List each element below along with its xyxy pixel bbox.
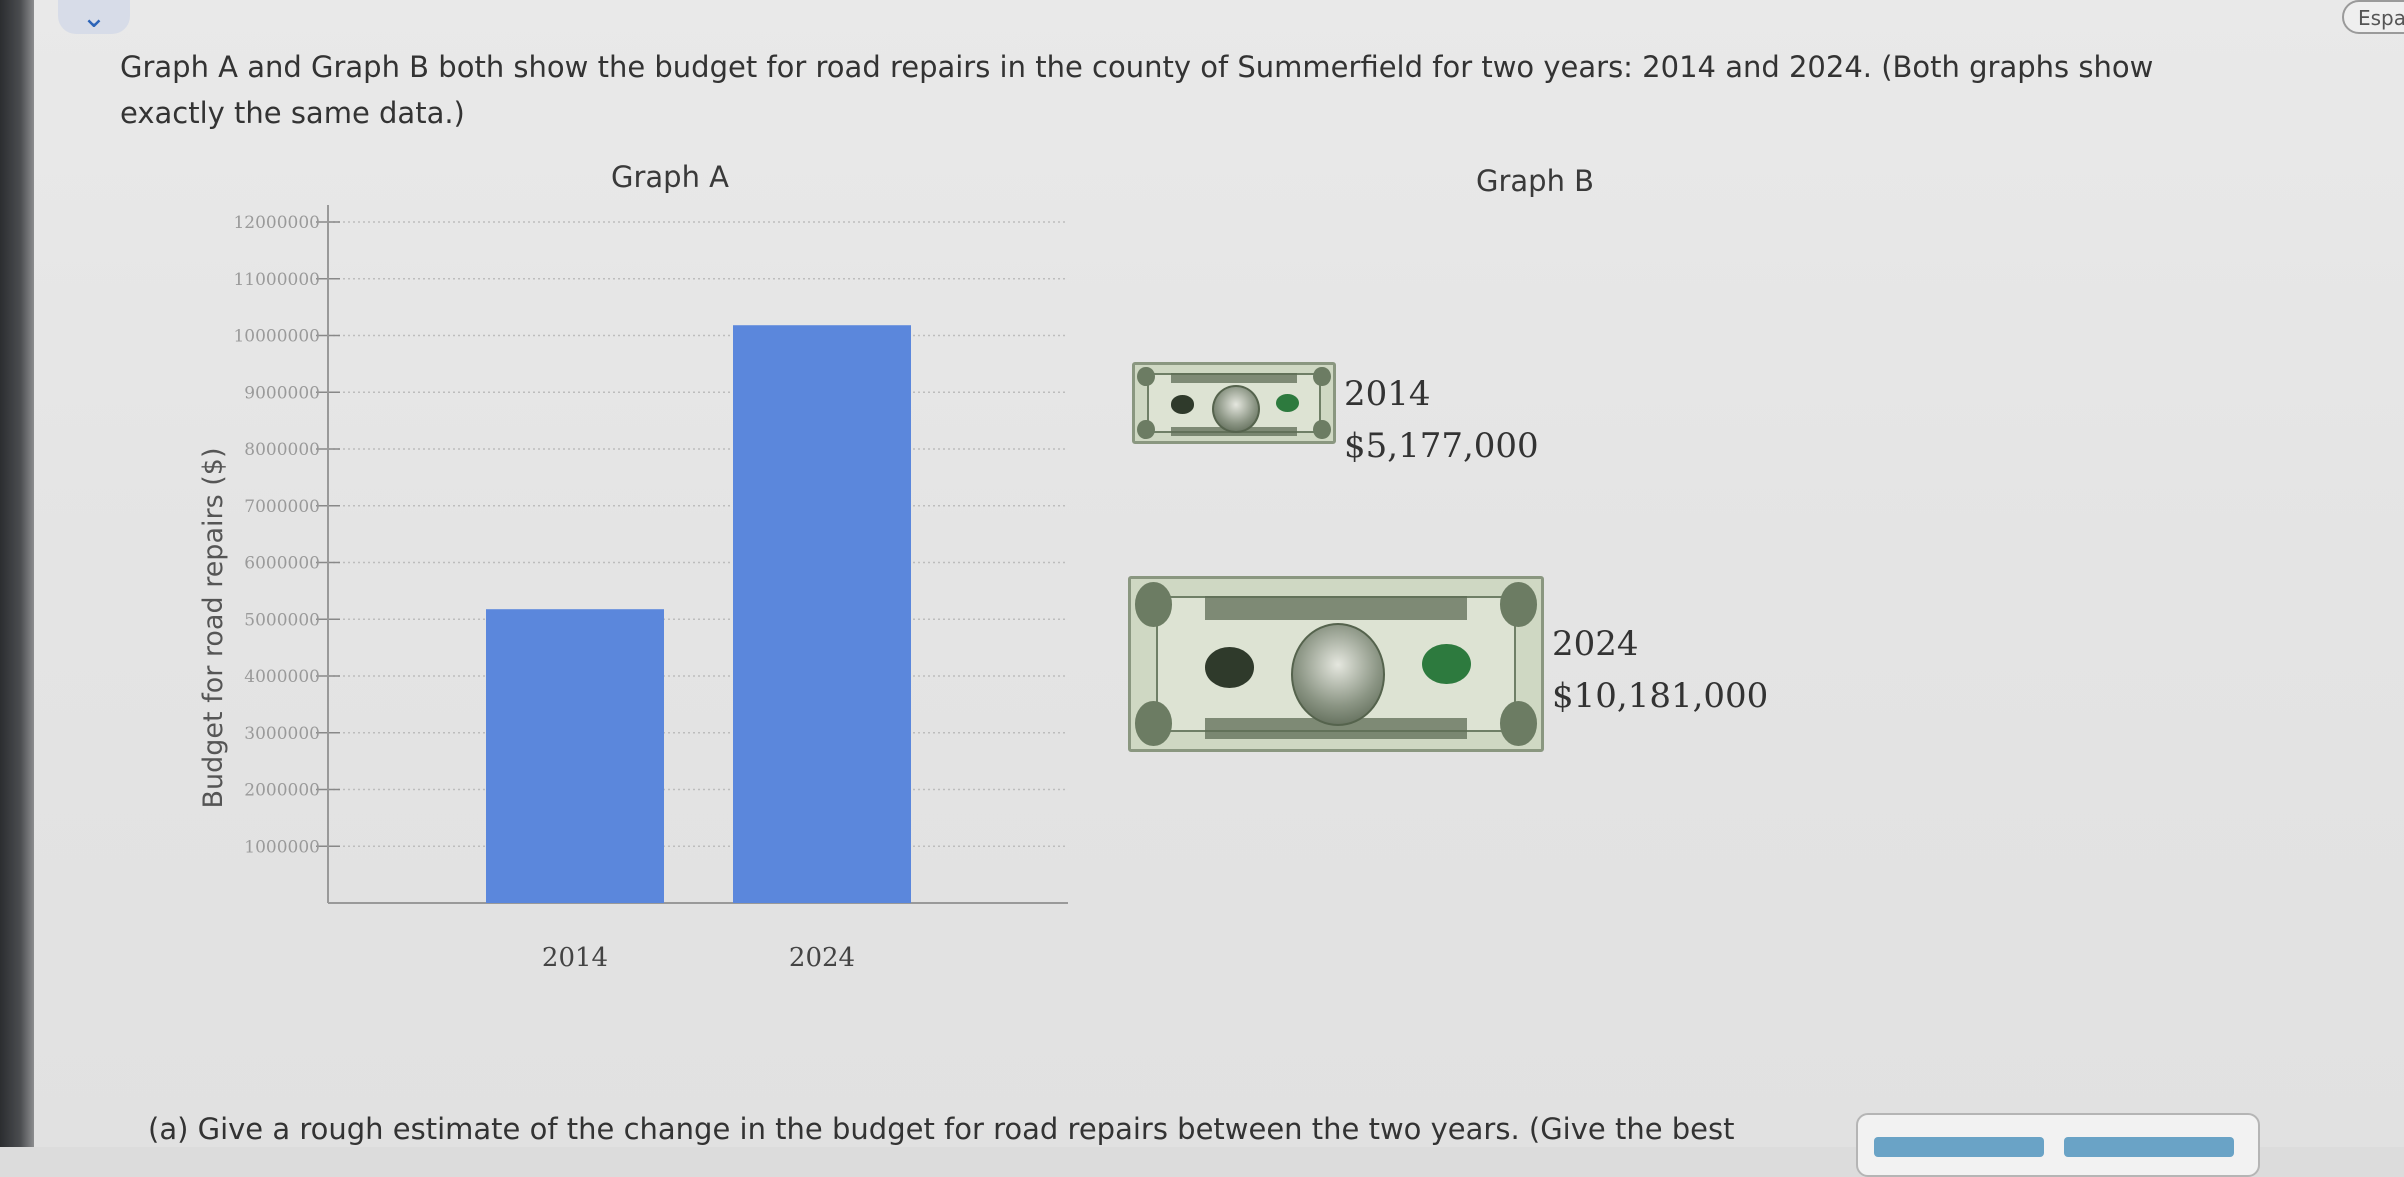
intro-text: Graph A and Graph B both show the budget…: [120, 50, 2154, 130]
screen-left-edge: [0, 0, 34, 1147]
graph-b-amount-2024: $10,181,000: [1552, 676, 1769, 716]
question-a-text: (a) Give a rough estimate of the change …: [148, 1112, 1735, 1146]
page-background: [34, 0, 2404, 1147]
collapse-chevron-button[interactable]: ⌄: [58, 0, 130, 35]
x-tick-label-2014: 2014: [542, 943, 608, 973]
chevron-down-icon: ⌄: [81, 0, 107, 35]
graph-b-amount-2014: $5,177,000: [1344, 426, 1539, 466]
bar-2014: [486, 609, 664, 903]
y-tick-label: 7000000: [244, 497, 320, 517]
y-tick-label: 5000000: [244, 610, 320, 630]
dollar-bill-large-icon: [1128, 576, 1544, 752]
graph-b-year-2024: 2024: [1552, 624, 1639, 664]
y-tick-label: 9000000: [244, 383, 320, 403]
chart-gridlines: [328, 221, 1068, 847]
y-tick-label: 6000000: [244, 554, 320, 574]
y-tick-label: 2000000: [244, 781, 320, 801]
y-tick-label: 1000000: [244, 837, 320, 857]
chart-bars: [486, 325, 911, 903]
y-tick-label: 10000000: [233, 327, 320, 347]
answer-tab-2[interactable]: [2064, 1137, 2234, 1157]
chart-axes: [316, 205, 1068, 904]
graph-b-title: Graph B: [1476, 164, 1595, 198]
y-tick-label: 12000000: [233, 213, 320, 233]
graph-b-item-2014: 2014 $5,177,000: [1344, 368, 1539, 472]
graph-a-title: Graph A: [611, 160, 730, 194]
language-button[interactable]: Espa: [2342, 0, 2404, 34]
chart-labels: 1000000 2000000 3000000 4000000 5000000 60000…: [198, 213, 855, 973]
bar-2024: [733, 325, 911, 903]
graph-a-bar-chart: 1000000 2000000 3000000 4000000 5000000 60000…: [198, 205, 1068, 973]
answer-tab-1[interactable]: [1874, 1137, 2044, 1157]
y-tick-label: 3000000: [244, 724, 320, 744]
graph-b-item-2024: 2024 $10,181,000: [1552, 618, 1768, 722]
y-axis-label: Budget for road repairs ($): [198, 448, 229, 809]
y-tick-label: 4000000: [244, 667, 320, 687]
y-tick-label: 8000000: [244, 440, 320, 460]
graph-b-year-2014: 2014: [1344, 374, 1431, 414]
y-tick-label: 11000000: [233, 270, 320, 290]
x-tick-label-2024: 2024: [789, 943, 855, 973]
dollar-bill-small-icon: [1132, 362, 1336, 444]
